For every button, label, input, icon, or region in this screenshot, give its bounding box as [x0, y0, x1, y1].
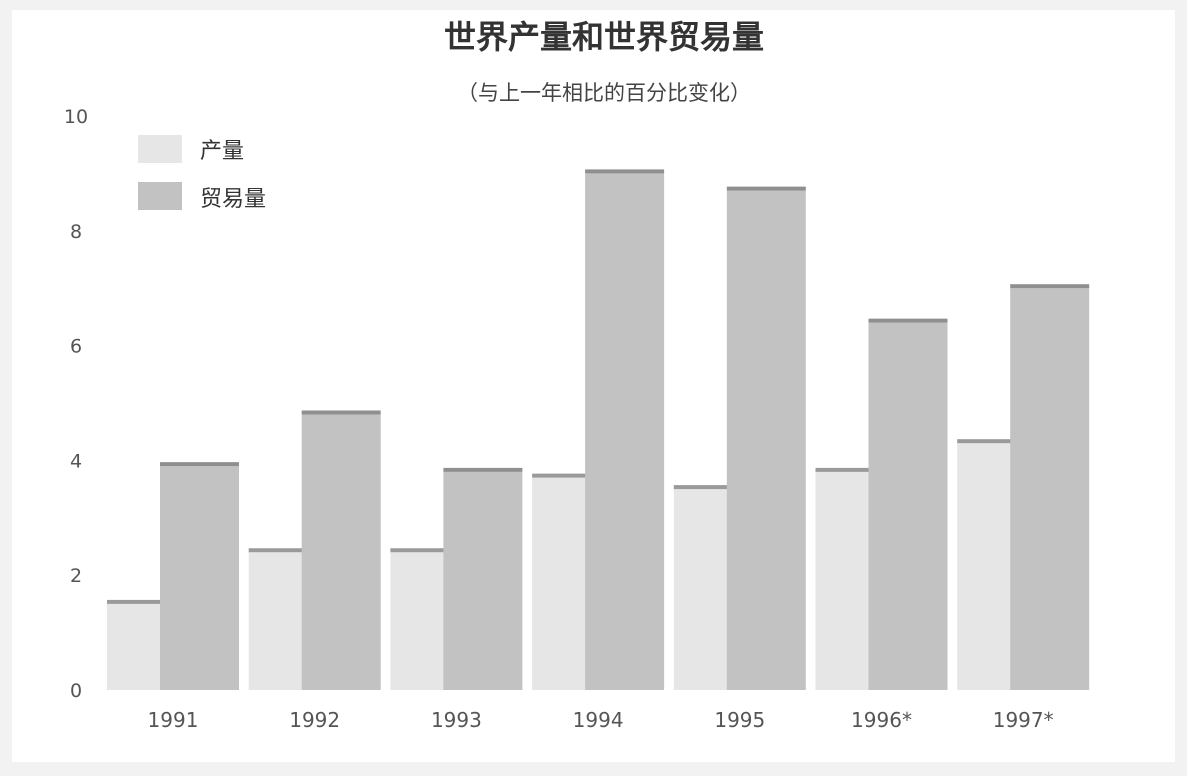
bar-cap-production	[390, 548, 445, 553]
x-tick-label: 1997*	[993, 708, 1054, 732]
legend-swatch-trade	[138, 182, 182, 210]
legend-label-production: 产量	[200, 139, 244, 164]
bar-cap-trade	[443, 467, 523, 472]
legend-swatch-production	[138, 135, 182, 163]
bar-cap-production	[673, 485, 728, 490]
bar-cap-trade	[301, 410, 381, 415]
y-tick-label: 8	[70, 221, 82, 243]
bar-trade-1991	[160, 466, 239, 690]
bar-trade-1995	[726, 190, 806, 690]
bar-cap-production	[532, 473, 587, 478]
y-tick-label: 2	[70, 565, 82, 587]
y-tick-label: 0	[70, 680, 82, 702]
bar-series	[107, 169, 1090, 690]
bar-trade-1997	[1010, 288, 1090, 690]
x-tick-label: 1994	[573, 708, 624, 732]
bar-cap-production	[248, 548, 303, 553]
bar-production-1993	[390, 552, 445, 690]
bar-production-1997	[957, 443, 1012, 690]
bar-cap-trade	[585, 169, 665, 174]
bar-trade-1996	[868, 322, 948, 690]
y-tick-label: 6	[70, 336, 82, 358]
legend: 产量 贸易量	[138, 135, 266, 212]
x-tick-label: 1993	[431, 708, 482, 732]
y-axis: 0 2 4 6 8 10	[64, 106, 88, 702]
bar-cap-trade	[726, 186, 806, 191]
y-tick-label: 4	[70, 450, 82, 472]
y-tick-label: 10	[64, 106, 88, 128]
chart-title: 世界产量和世界贸易量	[444, 18, 764, 56]
bar-production-1995	[673, 489, 728, 690]
x-tick-label: 1991	[148, 708, 199, 732]
bar-production-1992	[248, 552, 303, 690]
bar-cap-trade	[160, 462, 239, 467]
bar-production-1996	[815, 471, 870, 690]
bar-cap-production	[107, 599, 161, 604]
legend-label-trade: 贸易量	[200, 187, 266, 212]
x-tick-label: 1995	[714, 708, 765, 732]
chart-subtitle: （与上一年相比的百分比变化）	[457, 81, 751, 105]
bar-production-1991	[107, 603, 161, 690]
x-tick-label: 1996*	[851, 708, 912, 732]
bar-cap-production	[815, 467, 870, 472]
bar-cap-trade	[868, 318, 948, 323]
x-axis: 1991 1992 1993 1994 1995 1996* 1997*	[148, 708, 1054, 732]
bar-trade-1993	[443, 471, 523, 690]
bar-cap-production	[957, 439, 1012, 444]
bar-trade-1992	[301, 414, 381, 690]
bar-production-1994	[532, 477, 587, 690]
bar-cap-trade	[1010, 284, 1090, 289]
x-tick-label: 1992	[289, 708, 340, 732]
bar-trade-1994	[585, 173, 665, 690]
